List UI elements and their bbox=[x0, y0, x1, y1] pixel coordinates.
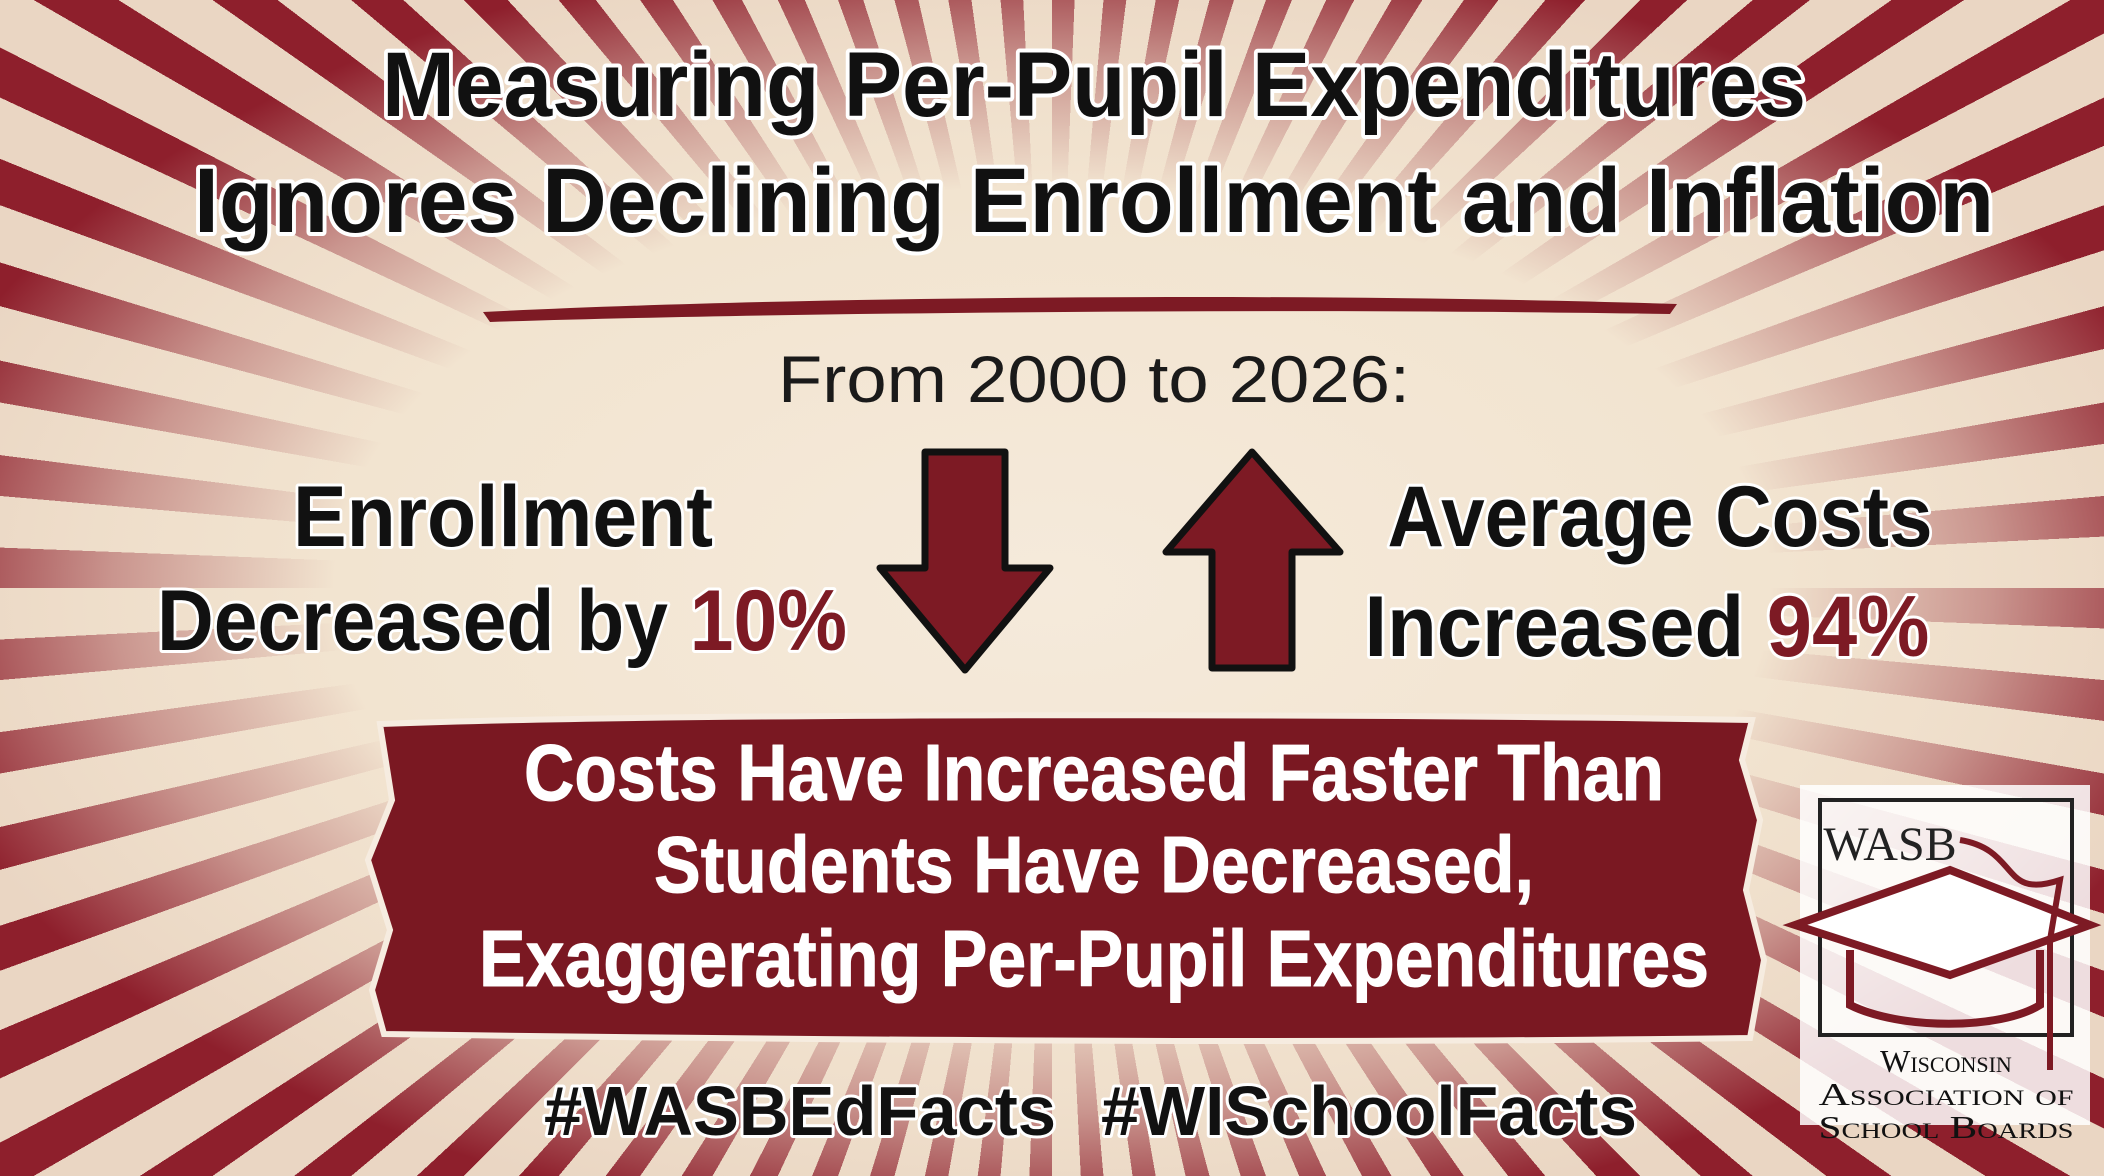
up-arrow bbox=[1162, 448, 1344, 672]
logo-name: School Boards bbox=[1819, 1109, 2074, 1145]
hashtag: #WASBEdFacts bbox=[544, 1072, 1056, 1150]
down-arrow bbox=[876, 448, 1054, 674]
stat-figure: 10% bbox=[690, 573, 847, 669]
brush-underline bbox=[483, 297, 1677, 322]
logo-mark: WASB bbox=[1823, 818, 1956, 871]
logo-cap bbox=[1782, 865, 2102, 980]
subtitle: From 2000 to 2026: bbox=[778, 342, 1410, 416]
title: Ignores Declining Enrollment and Inflati… bbox=[194, 150, 1994, 252]
logo-tassel bbox=[1959, 837, 2064, 1070]
stat-label: Enrollment bbox=[293, 469, 713, 565]
stat-label: Average Costs bbox=[1388, 469, 1933, 565]
banner-text: Exaggerating Per-Pupil Expenditures bbox=[479, 914, 1709, 1003]
banner-text: Students Have Decreased, bbox=[654, 820, 1534, 909]
logo-cap-base bbox=[1846, 950, 2044, 1028]
stat-text: Increased bbox=[1365, 579, 1745, 675]
hashtag: #WISchoolFacts bbox=[1101, 1072, 1637, 1150]
title: Measuring Per-Pupil Expenditures bbox=[382, 34, 1806, 136]
stat-label: Increased 94% bbox=[1365, 579, 1930, 675]
stat-text: Decreased by bbox=[157, 573, 668, 669]
stat-label: Decreased by 10% bbox=[157, 573, 847, 669]
banner-text: Costs Have Increased Faster Than bbox=[524, 728, 1664, 817]
banner bbox=[364, 712, 1768, 1044]
logo-name: Association of bbox=[1819, 1076, 2074, 1112]
logo: WASB Wisconsin Association of School Boa… bbox=[1782, 785, 2102, 1145]
stat-figure: 94% bbox=[1767, 579, 1930, 675]
logo-name: Wisconsin bbox=[1880, 1043, 2012, 1079]
